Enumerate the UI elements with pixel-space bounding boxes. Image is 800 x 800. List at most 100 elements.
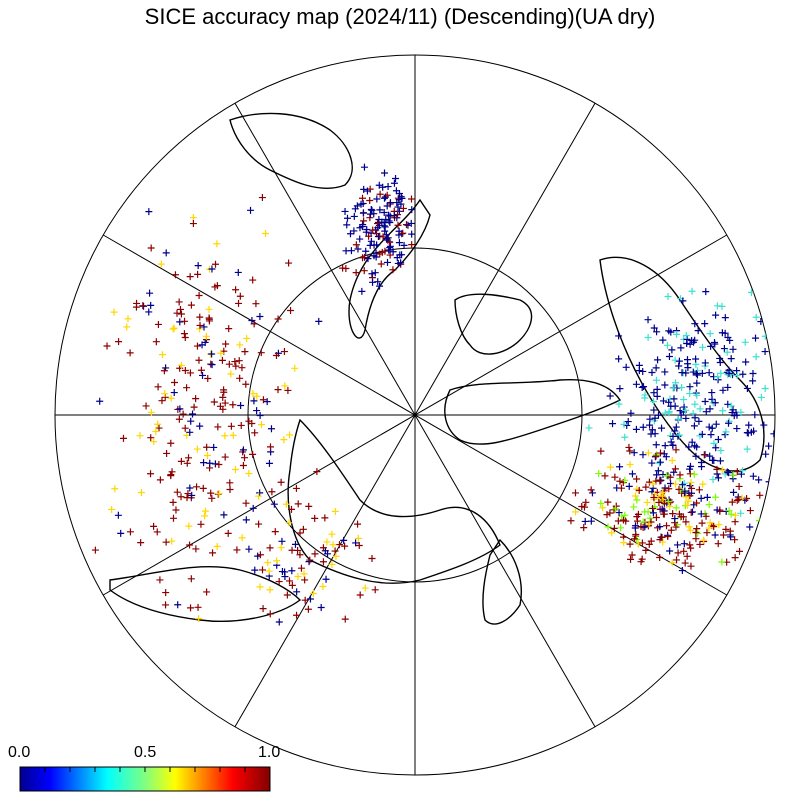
observation-marker [733,425,741,433]
observation-marker [662,472,670,480]
observation-marker [644,449,652,457]
observation-marker [192,545,200,553]
observation-marker [739,370,747,378]
observation-marker [641,391,649,399]
observation-marker [332,552,340,560]
observation-marker [697,510,705,518]
observation-marker [355,541,363,549]
observation-marker [386,238,394,246]
observation-marker [675,357,683,365]
observation-marker [382,216,390,224]
observation-marker [146,289,154,297]
observation-marker [730,412,738,420]
observation-marker [215,490,223,498]
observation-marker [647,537,655,545]
observation-marker [628,551,636,559]
observation-marker [195,615,203,623]
observation-marker [183,384,191,392]
observation-marker [367,237,375,245]
observation-marker [281,568,289,576]
observation-marker [751,411,759,419]
observation-marker [705,423,713,431]
observation-marker [161,390,169,398]
observation-marker [187,417,195,425]
observation-marker [147,470,155,478]
observation-marker [686,462,694,470]
observation-marker [687,478,695,486]
observation-marker [648,459,656,467]
observation-marker [625,443,633,451]
observation-marker [741,338,749,346]
observation-marker [147,301,155,309]
observation-marker [691,320,699,328]
observation-marker [181,367,189,375]
observation-marker [145,208,153,216]
observation-marker [207,489,215,497]
observation-marker [604,523,612,531]
observation-marker [671,515,679,523]
observation-marker [759,542,767,550]
observation-marker [167,394,175,402]
observation-marker [275,578,283,586]
observation-marker [597,447,605,455]
observation-marker [648,369,656,377]
observation-marker [731,518,739,526]
observation-marker [700,451,708,459]
observation-marker [692,535,700,543]
observation-marker [673,541,681,549]
observation-marker [633,496,641,504]
observation-marker [656,449,664,457]
observation-marker [381,227,389,235]
observation-marker [265,567,273,575]
observation-marker [331,507,339,515]
observation-marker [354,245,362,253]
observation-marker [727,402,735,410]
observation-marker [706,452,714,460]
observation-marker [274,386,282,394]
observation-marker [194,603,202,611]
observation-marker [181,424,189,432]
observation-marker [186,541,194,549]
observation-marker [266,443,274,451]
observation-marker [698,430,706,438]
observation-marker [234,268,242,276]
observation-marker [606,392,614,400]
observation-marker [757,393,765,401]
observation-marker [656,477,664,485]
observation-marker [103,342,111,350]
observation-marker [632,522,640,530]
observation-marker [190,403,198,411]
observation-marker [706,330,714,338]
observation-marker [703,529,711,537]
observation-marker [609,420,617,428]
observation-marker [196,321,204,329]
observation-marker [711,531,719,539]
observation-marker [371,269,379,277]
observation-marker [359,194,367,202]
observation-marker [392,174,400,182]
observation-marker [91,546,99,554]
observation-marker [147,434,155,442]
observation-marker [683,552,691,560]
observation-marker [665,327,673,335]
observation-marker [274,315,282,323]
observation-marker [672,379,680,387]
observation-marker [277,544,285,552]
observation-marker [335,541,343,549]
observation-marker [746,507,754,515]
observation-marker [585,424,593,432]
observation-marker [354,534,362,542]
observation-marker [163,449,171,457]
observation-marker [719,531,727,539]
observation-marker [350,212,358,220]
observation-marker [660,450,668,458]
observation-marker [229,431,237,439]
observation-marker [686,383,694,391]
observation-marker [194,270,202,278]
observation-marker [226,485,234,493]
observation-marker [656,523,664,531]
observation-marker [133,299,141,307]
observation-marker [681,559,689,567]
observation-marker [708,395,716,403]
